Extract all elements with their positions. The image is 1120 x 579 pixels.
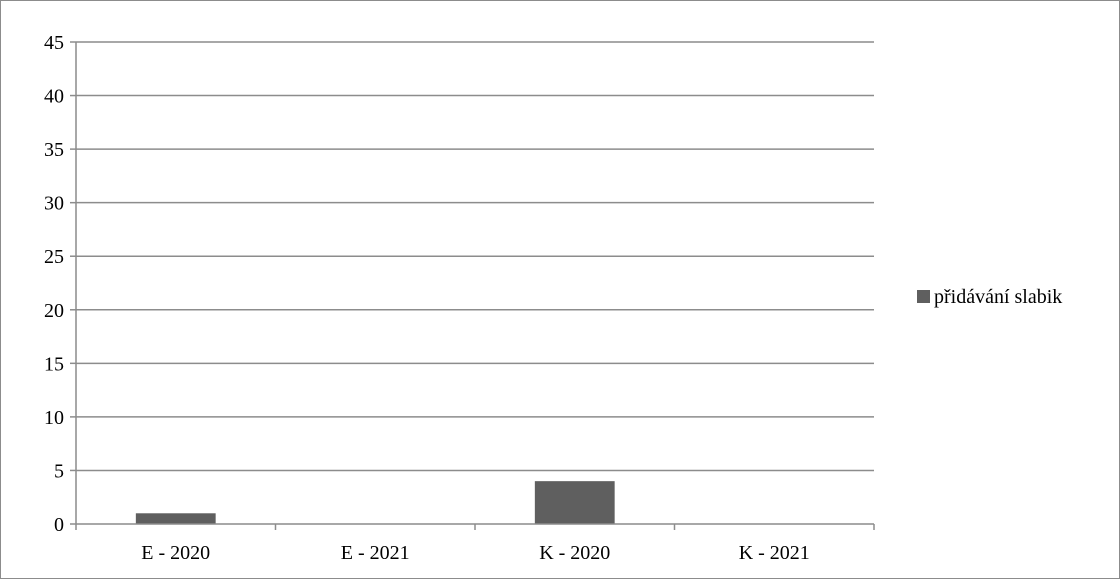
x-tick-label: E - 2020 [141, 542, 210, 564]
legend: přidávání slabik [917, 286, 1062, 308]
y-tick-label: 20 [44, 300, 64, 322]
x-tick-label: K - 2021 [739, 542, 810, 564]
y-tick-label: 25 [44, 246, 64, 268]
y-tick-label: 10 [44, 407, 64, 429]
gridlines [76, 41, 874, 472]
y-tick-label: 15 [44, 353, 64, 375]
bar-E-2020 [135, 513, 216, 524]
y-tick-label: 45 [44, 32, 64, 54]
x-tick-label: E - 2021 [341, 542, 410, 564]
x-tick-labels: E - 2020 E - 2021 K - 2020 K - 2021 [141, 542, 810, 564]
legend-label: přidávání slabik [934, 286, 1062, 308]
axes [70, 41, 875, 530]
y-tick-label: 40 [44, 86, 64, 108]
legend-swatch [917, 290, 930, 303]
y-tick-label: 35 [44, 139, 64, 161]
y-tick-label: 0 [54, 514, 64, 536]
bars [135, 481, 615, 524]
y-tick-label: 5 [54, 460, 64, 482]
y-tick-labels: 0 5 10 15 20 25 30 35 40 45 [44, 32, 64, 536]
y-tick-label: 30 [44, 193, 64, 215]
bar-K-2020 [534, 481, 615, 524]
x-tick-label: K - 2020 [539, 542, 610, 564]
